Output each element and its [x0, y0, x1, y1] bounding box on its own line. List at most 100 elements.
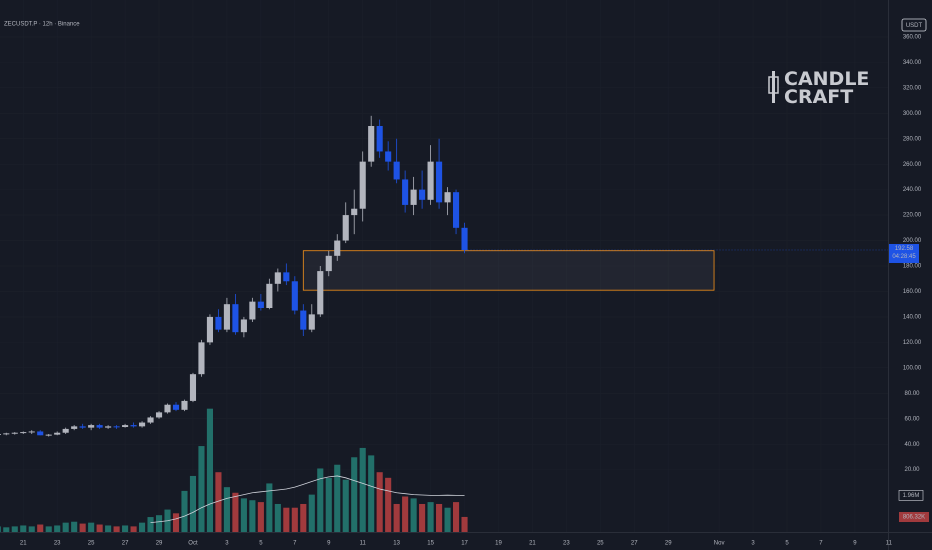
y-tick-label: 80.00	[904, 391, 920, 397]
candle-body	[232, 304, 239, 333]
volume-ma-line	[150, 475, 465, 524]
candle-body	[223, 304, 230, 330]
x-tick-label: 11	[886, 541, 893, 547]
y-tick-label: 140.00	[903, 314, 922, 320]
volume-bar	[427, 502, 434, 532]
volume-bar	[266, 483, 273, 532]
volume-bar	[20, 525, 27, 532]
volume-bar	[62, 522, 69, 532]
candle-body	[274, 272, 281, 284]
volume-bar	[249, 500, 256, 532]
volume-bar	[342, 479, 349, 532]
x-tick-label: 11	[360, 541, 367, 547]
volume-bar	[189, 475, 197, 532]
candle-body	[62, 428, 69, 433]
volume-label: 806.32K	[903, 515, 925, 521]
volume-tag	[899, 512, 929, 522]
volume-bar	[232, 492, 239, 532]
candle-body	[181, 400, 188, 410]
candle-body	[410, 189, 417, 205]
candle-body	[54, 432, 61, 435]
candle-body	[198, 342, 205, 375]
volume-bar	[79, 523, 86, 532]
candle-body	[419, 189, 426, 200]
volume-bar	[308, 494, 315, 532]
volume-bar	[317, 468, 324, 532]
candle-body	[139, 422, 146, 427]
y-tick-label: 200.00	[903, 238, 922, 244]
candle-body	[257, 301, 264, 308]
candle-body	[461, 227, 468, 250]
y-tick-label: 160.00	[903, 289, 922, 295]
x-tick-label: 23	[54, 541, 61, 547]
candle-body	[325, 255, 332, 272]
candle-body	[452, 192, 460, 228]
y-tick-label: 120.00	[903, 340, 922, 346]
volume-bar	[3, 527, 10, 532]
candle-body	[172, 404, 180, 410]
volume-bar	[257, 502, 264, 532]
x-tick-label: 27	[631, 541, 638, 547]
candle-body	[402, 179, 409, 205]
volume-bar	[461, 516, 468, 532]
candle-body	[266, 283, 273, 308]
candle-body	[206, 316, 214, 343]
logo-icon	[768, 76, 779, 94]
x-tick-label: 25	[88, 541, 95, 547]
x-tick-label: 3	[751, 541, 755, 547]
candle-body	[283, 272, 290, 282]
x-tick-label: 29	[156, 541, 163, 547]
candle-body	[359, 161, 366, 209]
currency-box[interactable]	[901, 18, 927, 32]
volume-bar	[291, 507, 298, 532]
candle-body	[308, 314, 315, 330]
volume-ma-label: 1.96M	[903, 493, 920, 499]
y-tick-label: 320.00	[903, 85, 922, 91]
candle-body	[71, 426, 78, 429]
y-tick-label: 240.00	[903, 187, 922, 193]
volume-bar	[130, 526, 137, 532]
volume-bar	[181, 490, 188, 532]
x-tick-label: 27	[122, 541, 129, 547]
y-tick-label: 220.00	[903, 213, 922, 219]
volume-bar	[385, 477, 392, 532]
candle-body	[249, 301, 256, 320]
volume-bar	[113, 526, 120, 532]
volume-bar	[393, 503, 400, 532]
volume-bar	[11, 526, 18, 532]
candle-body	[3, 433, 10, 435]
volume-bar	[122, 525, 129, 532]
candle-body	[368, 126, 375, 162]
candle-body	[164, 404, 171, 413]
y-tick-label: 300.00	[903, 111, 922, 117]
chart-title: ZECUSDT.P · 12h · Binance	[4, 22, 80, 28]
candle-body	[147, 417, 154, 423]
x-tick-label: 25	[597, 541, 604, 547]
volume-bar	[155, 515, 163, 532]
x-tick-label: 5	[259, 541, 263, 547]
volume-bar	[37, 524, 44, 532]
volume-bar	[300, 503, 307, 532]
y-tick-label: 280.00	[903, 136, 922, 142]
volume-bar	[410, 498, 417, 532]
x-tick-label: 23	[563, 541, 570, 547]
countdown-label: 04:28:45	[892, 254, 916, 260]
volume-bar	[359, 447, 366, 532]
candle-body	[122, 425, 129, 427]
candle-body	[342, 215, 349, 241]
logo: CANDLE CRAFT	[768, 68, 869, 108]
y-axis-label: USDT	[906, 23, 923, 29]
price-tag-label: 192.58	[895, 246, 914, 252]
candle-body	[0, 434, 1, 435]
y-tick-label: 60.00	[904, 416, 920, 422]
candle-body	[88, 425, 95, 428]
volume-bar	[71, 521, 78, 532]
x-tick-label: 7	[293, 541, 297, 547]
logo-icon	[772, 71, 775, 103]
volume-ma-tag	[898, 490, 924, 501]
candle-body	[334, 240, 341, 256]
x-tick-label: 17	[461, 541, 468, 547]
x-tick-label: 21	[529, 541, 536, 547]
candle-body	[37, 431, 44, 436]
